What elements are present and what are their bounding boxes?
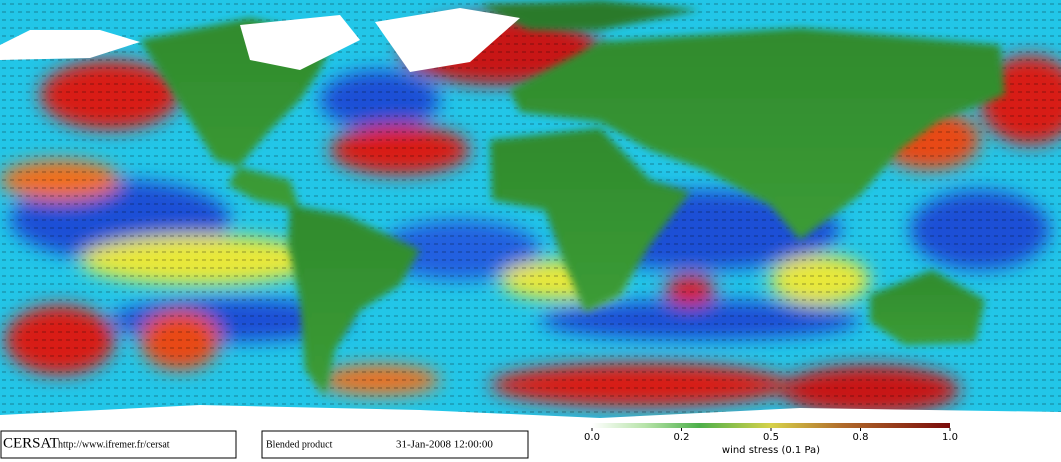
footer: CERSAT http://www.ifremer.fr/cersat Blen… — [0, 430, 1061, 462]
url: http://www.ifremer.fr/cersat — [58, 439, 170, 450]
logo-box — [0, 430, 237, 459]
colorbar-label: wind stress (0.1 Pa) — [722, 445, 820, 456]
product-box — [261, 430, 529, 459]
colorbar-tick-label: 0.8 — [853, 432, 869, 443]
colorbar-tick-label: 1.0 — [942, 432, 958, 443]
colorbar-scale — [592, 423, 950, 428]
colorbar-tick-label: 0.0 — [584, 432, 600, 443]
land — [140, 0, 1005, 395]
product: Blended product — [266, 439, 333, 450]
colorbar: wind stress (0.1 Pa) 0.0 0.2 0.5 0.8 1.0 — [584, 423, 958, 456]
timestamp: 31-Jan-2008 12:00:00 — [396, 439, 493, 451]
logo: CERSAT — [3, 435, 59, 451]
colorbar-tick-label: 0.2 — [674, 432, 690, 443]
colorbar-tick-label: 0.5 — [763, 432, 779, 443]
